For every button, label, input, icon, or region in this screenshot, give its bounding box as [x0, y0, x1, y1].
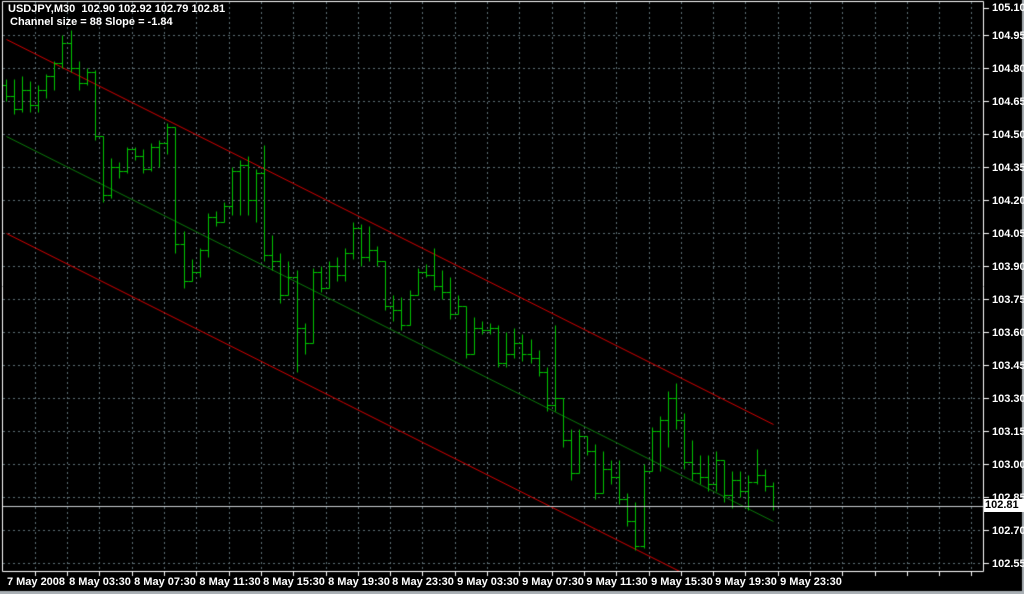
time-axis-label: 8 May 03:30 — [69, 576, 131, 588]
price-axis-label: 103.15 — [992, 426, 1024, 438]
time-axis-label: 9 May 07:30 — [522, 576, 584, 588]
price-axis-label: 102.55 — [992, 558, 1024, 570]
price-axis-label: 104.95 — [992, 30, 1024, 42]
current-price-tag: 102.81 — [984, 499, 1024, 512]
channel-indicator-label: Channel size = 88 Slope = -1.84 — [10, 16, 173, 28]
price-axis-label: 104.50 — [992, 129, 1024, 141]
price-axis-label: 103.90 — [992, 261, 1024, 273]
time-axis-label: 9 May 11:30 — [586, 576, 648, 588]
time-axis-label: 8 May 19:30 — [328, 576, 390, 588]
time-axis-label: 7 May 2008 — [6, 576, 66, 588]
time-axis-label: 8 May 15:30 — [263, 576, 325, 588]
price-axis-label: 103.75 — [992, 294, 1024, 306]
time-axis-label: 9 May 23:30 — [780, 576, 842, 588]
price-axis-label: 103.30 — [992, 393, 1024, 405]
time-axis-label: 9 May 19:30 — [715, 576, 777, 588]
price-axis-label: 103.60 — [992, 327, 1024, 339]
time-axis-label: 8 May 07:30 — [134, 576, 196, 588]
time-axis-label: 9 May 15:30 — [651, 576, 713, 588]
price-axis-label: 102.70 — [992, 525, 1024, 537]
price-axis-label: 103.00 — [992, 459, 1024, 471]
chart-title: USDJPY,M30 102.90 102.92 102.79 102.81 — [8, 3, 226, 15]
price-axis-label: 104.05 — [992, 228, 1024, 240]
price-axis-label: 104.80 — [992, 63, 1024, 75]
price-axis-label: 104.35 — [992, 162, 1024, 174]
price-axis-label: 104.65 — [992, 96, 1024, 108]
time-axis-label: 8 May 11:30 — [199, 576, 261, 588]
price-axis-label: 105.10 — [992, 2, 1024, 14]
time-axis-label: 9 May 03:30 — [457, 576, 519, 588]
price-axis-label: 104.20 — [992, 195, 1024, 207]
time-axis-label: 8 May 23:30 — [392, 576, 454, 588]
price-axis-label: 103.45 — [992, 360, 1024, 372]
